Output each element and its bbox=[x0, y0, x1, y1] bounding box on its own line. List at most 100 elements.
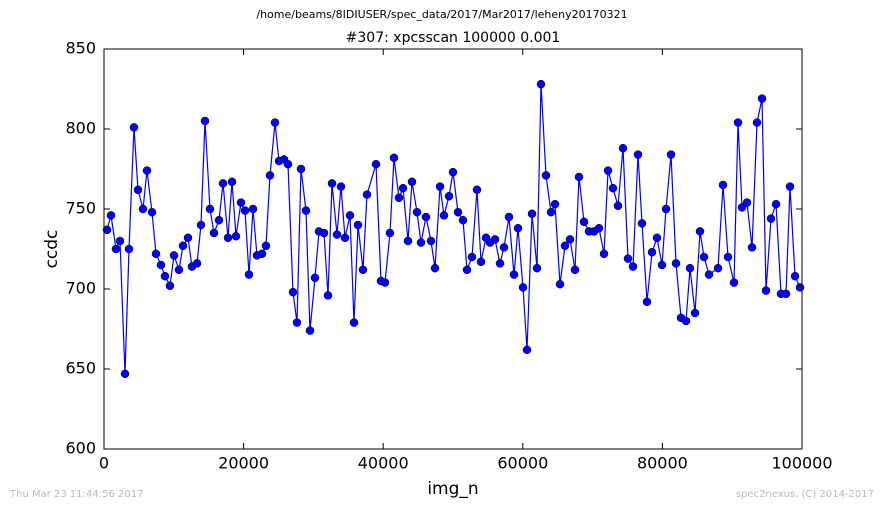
data-point bbox=[532, 263, 542, 273]
data-point bbox=[518, 283, 528, 292]
x-axis-label: img_n bbox=[427, 479, 478, 499]
y-tick-label: 850 bbox=[65, 39, 96, 58]
data-point bbox=[733, 118, 743, 127]
plot-frame bbox=[103, 48, 803, 450]
data-point bbox=[147, 207, 157, 217]
data-point bbox=[613, 201, 623, 211]
data-point bbox=[522, 345, 532, 355]
data-point bbox=[633, 150, 643, 159]
data-point bbox=[795, 283, 805, 292]
data-point bbox=[661, 204, 671, 214]
suptitle: /home/beams/8IDIUSER/spec_data/2017/Mar2… bbox=[256, 8, 627, 21]
data-point bbox=[380, 278, 390, 287]
data-point bbox=[214, 215, 224, 225]
data-point bbox=[270, 118, 280, 127]
x-tick-label: 20000 bbox=[218, 454, 269, 473]
data-point bbox=[742, 198, 752, 207]
data-point bbox=[462, 265, 472, 275]
x-tick-label: 100000 bbox=[771, 454, 832, 473]
data-point bbox=[120, 369, 130, 379]
x-tick-label: 0 bbox=[99, 454, 109, 473]
data-point bbox=[657, 260, 667, 270]
y-tick-label: 800 bbox=[65, 119, 96, 138]
data-point bbox=[227, 177, 237, 187]
data-point bbox=[570, 265, 580, 275]
data-point bbox=[476, 257, 486, 267]
data-point bbox=[283, 159, 293, 169]
data-point bbox=[129, 123, 139, 132]
data-point bbox=[681, 316, 691, 326]
data-point bbox=[106, 211, 116, 220]
data-point bbox=[133, 185, 143, 195]
data-point bbox=[752, 118, 762, 127]
x-tick-label: 60000 bbox=[497, 454, 548, 473]
data-point bbox=[439, 211, 449, 220]
data-point bbox=[349, 318, 359, 327]
data-point bbox=[536, 79, 546, 89]
data-point bbox=[555, 279, 565, 289]
data-point bbox=[499, 243, 509, 252]
data-point bbox=[301, 206, 311, 215]
data-point bbox=[490, 235, 500, 244]
data-point bbox=[305, 326, 315, 335]
data-point bbox=[358, 265, 368, 275]
data-point bbox=[178, 241, 188, 251]
data-point bbox=[292, 318, 302, 327]
data-point bbox=[718, 180, 728, 190]
data-point bbox=[353, 220, 363, 230]
data-point bbox=[504, 212, 514, 222]
data-point bbox=[265, 171, 275, 180]
data-point bbox=[513, 223, 523, 233]
data-point bbox=[781, 289, 791, 299]
data-point bbox=[608, 183, 618, 193]
data-point bbox=[231, 231, 241, 241]
data-point bbox=[723, 252, 733, 262]
data-point bbox=[458, 215, 468, 225]
data-point bbox=[729, 278, 739, 287]
data-point bbox=[637, 219, 647, 228]
data-point bbox=[362, 190, 372, 199]
data-point bbox=[642, 297, 652, 307]
data-point bbox=[652, 233, 662, 243]
data-point bbox=[111, 244, 121, 254]
data-point bbox=[323, 291, 333, 300]
data-point bbox=[165, 281, 175, 291]
data-point bbox=[574, 172, 584, 182]
data-point bbox=[599, 249, 609, 259]
data-point bbox=[623, 254, 633, 263]
data-point bbox=[183, 233, 193, 243]
footer-right: spec2nexus, (C) 2014-2017 bbox=[736, 489, 874, 500]
data-point bbox=[200, 116, 210, 126]
data-point bbox=[704, 270, 714, 279]
data-point bbox=[771, 199, 781, 209]
data-point bbox=[747, 243, 757, 252]
series-line bbox=[106, 84, 801, 374]
data-point bbox=[345, 211, 355, 220]
data-point bbox=[594, 223, 604, 233]
data-point bbox=[550, 199, 560, 209]
data-point bbox=[690, 308, 700, 318]
data-point bbox=[138, 204, 148, 214]
data-point bbox=[160, 271, 170, 281]
data-point bbox=[389, 153, 399, 163]
data-point bbox=[430, 263, 440, 273]
data-point bbox=[603, 166, 613, 175]
data-point bbox=[560, 241, 570, 251]
data-point bbox=[541, 171, 551, 180]
data-point bbox=[666, 150, 676, 159]
data-point bbox=[699, 252, 709, 262]
data-point bbox=[196, 220, 206, 230]
data-point bbox=[628, 262, 638, 271]
data-point bbox=[407, 177, 417, 187]
data-point bbox=[257, 249, 267, 259]
data-point bbox=[647, 247, 657, 257]
data-point bbox=[319, 228, 329, 238]
data-point bbox=[766, 214, 776, 223]
data-point bbox=[671, 259, 681, 268]
data-point bbox=[174, 265, 184, 275]
data-point bbox=[115, 236, 125, 246]
data-point bbox=[244, 270, 254, 279]
data-point bbox=[332, 230, 342, 239]
data-point bbox=[248, 204, 258, 214]
